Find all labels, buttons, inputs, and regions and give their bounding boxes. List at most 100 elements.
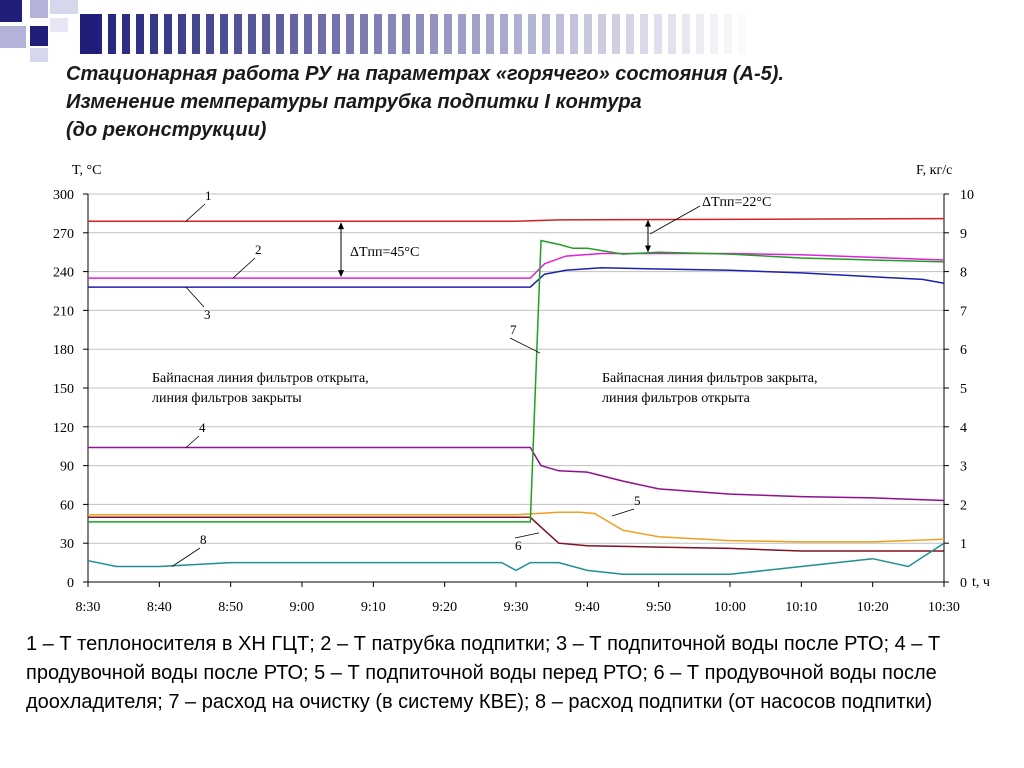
series-leader-8 — [171, 547, 201, 567]
y-right-tick-label: 5 — [960, 382, 967, 397]
header-stripe — [402, 14, 410, 54]
dt2-leader — [649, 205, 701, 235]
y-right-tick-label: 0 — [960, 576, 967, 591]
header-stripe — [710, 14, 718, 54]
header-stripe — [444, 14, 452, 54]
y-right-tick-label: 2 — [960, 498, 967, 513]
header-stripe — [136, 14, 144, 54]
x-tick-label: 8:50 — [218, 600, 243, 615]
dt2-label: ΔTпп=22°C — [702, 195, 771, 210]
series-leader-6 — [514, 532, 540, 539]
header-stripe — [766, 14, 774, 54]
x-tick-label: 10:10 — [785, 600, 817, 615]
title-line-2: Изменение температуры патрубка подпитки … — [66, 91, 642, 113]
series-number-label-3: 3 — [204, 307, 211, 322]
header-stripe — [822, 14, 830, 54]
series-line-6 — [88, 516, 944, 552]
dt2-arrow-head-top — [645, 219, 651, 227]
header-stripe — [486, 14, 494, 54]
header-stripe — [892, 14, 900, 54]
annotation-right-line-2: линия фильтров открыта — [602, 391, 751, 406]
y-left-tick-label: 120 — [53, 421, 74, 436]
header-stripe — [458, 14, 466, 54]
header-stripe — [94, 14, 102, 54]
header-stripe — [178, 14, 186, 54]
header-stripe — [542, 14, 550, 54]
x-tick-label: 10:20 — [857, 600, 889, 615]
header-stripe — [836, 14, 844, 54]
header-stripe — [906, 14, 914, 54]
header-stripe — [738, 14, 746, 54]
dt1-arrow-head-top — [338, 222, 344, 230]
y-left-tick-label: 90 — [60, 460, 74, 475]
header-stripe — [528, 14, 536, 54]
series-leader-4 — [185, 435, 200, 448]
y-left-tick-label: 300 — [53, 188, 74, 203]
annotation-left-line-2: линия фильтров закрыты — [152, 391, 302, 406]
y-left-tick-label: 180 — [53, 343, 74, 358]
header-stripe — [332, 14, 340, 54]
series-number-label-6: 6 — [515, 538, 522, 553]
header-stripe — [780, 14, 788, 54]
header-hatch — [80, 14, 914, 54]
header-stripe — [864, 14, 872, 54]
series-leader-3 — [185, 286, 205, 308]
y-right-tick-label: 10 — [960, 188, 974, 203]
legend-description: 1 – Т теплоносителя в ХН ГЦТ; 2 – Т патр… — [26, 633, 941, 713]
header-stripe — [304, 14, 312, 54]
y-left-tick-label: 0 — [67, 576, 74, 591]
corner-square-3 — [50, 0, 78, 14]
x-axis-label: t, ч — [972, 575, 990, 590]
header-stripe — [696, 14, 704, 54]
x-tick-label: 8:30 — [76, 600, 101, 615]
corner-square-2 — [30, 0, 48, 18]
series-number-label-8: 8 — [200, 532, 207, 547]
corner-square-6 — [50, 18, 68, 32]
series-leader-5 — [611, 508, 635, 517]
dt1-label: ΔTпп=45°C — [350, 245, 419, 260]
x-tick-label: 8:40 — [147, 600, 172, 615]
header-stripe — [276, 14, 284, 54]
y-left-tick-label: 210 — [53, 304, 74, 319]
annotation-right-line-1: Байпасная линия фильтров закрыта, — [602, 371, 817, 386]
series-number-label-1: 1 — [205, 188, 212, 203]
header-stripe — [80, 14, 88, 54]
y-right-tick-label: 3 — [960, 460, 967, 475]
chart-svg: 3002702402101801501209060300109876543210… — [53, 163, 990, 615]
dt2-arrow-head-bottom — [645, 245, 651, 253]
header-stripe — [500, 14, 508, 54]
x-tick-label: 9:30 — [504, 600, 529, 615]
series-leader-1 — [185, 203, 206, 222]
y-right-tick-label: 6 — [960, 343, 967, 358]
chart: 300 270 240 210 180 150 120 90 60 30 0 10 9 8 7 6 5 4 3 2 1 0… — [0, 150, 1024, 630]
header-stripe — [108, 14, 116, 54]
series-number-label-5: 5 — [634, 493, 641, 508]
header-stripe — [346, 14, 354, 54]
header-stripe — [724, 14, 732, 54]
slide-title: Стационарная работа РУ на параметрах «го… — [66, 60, 1006, 144]
header-stripe — [164, 14, 172, 54]
y-right-tick-label: 7 — [960, 304, 967, 319]
header-stripe — [206, 14, 214, 54]
y-left-tick-label: 30 — [60, 537, 74, 552]
y-left-tick-label: 150 — [53, 382, 74, 397]
header-stripe — [850, 14, 858, 54]
title-line-3: (до реконструкции) — [66, 119, 267, 141]
header-stripe — [374, 14, 382, 54]
header-stripe — [290, 14, 298, 54]
y-left-tick-label: 240 — [53, 266, 74, 281]
header-stripe — [612, 14, 620, 54]
x-tick-label: 9:00 — [290, 600, 315, 615]
header-stripe — [640, 14, 648, 54]
header-stripe — [808, 14, 816, 54]
header-stripe — [556, 14, 564, 54]
header-stripe — [626, 14, 634, 54]
header-stripe — [318, 14, 326, 54]
series-line-5 — [88, 511, 945, 543]
header-stripe — [150, 14, 158, 54]
dt1-arrow-head-bottom — [338, 270, 344, 278]
header-stripe — [220, 14, 228, 54]
series-leader-7 — [509, 337, 541, 354]
header-stripe — [472, 14, 480, 54]
series-line-1 — [88, 217, 945, 222]
